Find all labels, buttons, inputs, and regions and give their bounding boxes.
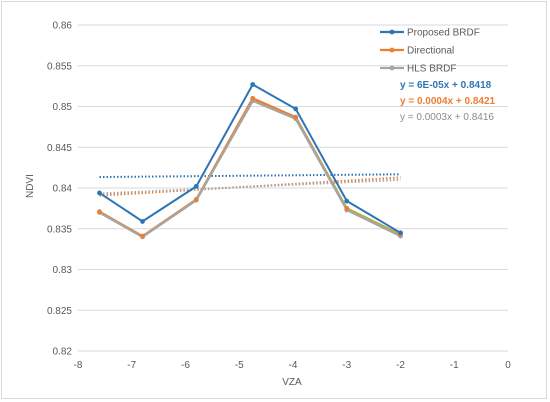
x-tick-label: -7 bbox=[127, 360, 136, 371]
x-tick-label: -6 bbox=[181, 360, 190, 371]
data-point-directional bbox=[140, 233, 145, 239]
series-line-directional bbox=[98, 97, 401, 238]
data-point-proposed bbox=[140, 219, 145, 224]
trendline bbox=[99, 178, 401, 195]
legend-label: Directional bbox=[407, 46, 454, 57]
trendline-equation: y = 0.0004x + 0.8421 bbox=[400, 96, 496, 107]
trendlines bbox=[99, 173, 401, 197]
trendline bbox=[99, 173, 401, 179]
trendline-equations: y = 6E-05x + 0.8418 y = 0.0004x + 0.8421 y… bbox=[400, 80, 496, 123]
data-point-directional bbox=[293, 114, 299, 120]
data-point-directional bbox=[97, 209, 102, 215]
data-point-directional bbox=[344, 205, 350, 211]
data-point-proposed bbox=[193, 183, 199, 189]
y-tick-label: 0.84 bbox=[53, 184, 73, 195]
data-point-proposed bbox=[250, 82, 256, 87]
y-tick-label: 0.835 bbox=[47, 224, 72, 235]
data-point-proposed bbox=[344, 198, 350, 204]
data-point-proposed bbox=[293, 106, 299, 112]
y-tick-label: 0.85 bbox=[53, 102, 73, 113]
series-points bbox=[97, 82, 403, 240]
x-tick-label: -4 bbox=[289, 360, 298, 371]
y-tick-label: 0.825 bbox=[47, 306, 72, 317]
trendline-equation: y = 0.0003x + 0.8416 bbox=[400, 112, 494, 123]
legend: Proposed BRDF Directional HLS BRDF bbox=[380, 28, 480, 75]
legend-marker bbox=[389, 29, 395, 35]
x-tick-label: -8 bbox=[74, 360, 83, 371]
series-line-extra bbox=[98, 99, 401, 238]
gridlines bbox=[78, 24, 508, 352]
legend-label: HLS BRDF bbox=[407, 64, 456, 75]
y-tick-label: 0.82 bbox=[53, 347, 73, 358]
x-tick-label: -5 bbox=[235, 360, 244, 371]
x-tick-label: -3 bbox=[342, 360, 351, 371]
trendline-equation: y = 6E-05x + 0.8418 bbox=[400, 80, 492, 91]
x-tick-label: 0 bbox=[505, 360, 511, 371]
series-lines bbox=[98, 83, 402, 238]
legend-marker bbox=[389, 65, 395, 71]
data-point-proposed bbox=[398, 230, 403, 236]
data-point-directional bbox=[250, 95, 256, 101]
data-point-proposed bbox=[97, 190, 102, 196]
x-axis-title: VZA bbox=[282, 377, 302, 388]
y-tick-labels: 0.82 0.825 0.83 0.835 0.84 0.845 0.85 0.855 0.86 bbox=[47, 21, 72, 358]
y-tick-label: 0.83 bbox=[53, 265, 73, 276]
legend-marker bbox=[389, 47, 395, 53]
legend-label: Proposed BRDF bbox=[407, 28, 480, 39]
y-axis-title: NDVI bbox=[25, 174, 36, 198]
y-tick-label: 0.845 bbox=[47, 143, 72, 154]
y-tick-label: 0.86 bbox=[53, 21, 73, 32]
y-tick-label: 0.855 bbox=[47, 61, 72, 72]
series-line-hls-brdf bbox=[98, 99, 401, 238]
x-tick-label: -2 bbox=[396, 360, 405, 371]
x-tick-label: -1 bbox=[450, 360, 459, 371]
data-point-directional bbox=[193, 197, 199, 202]
x-tick-labels: -8 -7 -6 -5 -4 -3 -2 -1 0 bbox=[74, 360, 512, 371]
